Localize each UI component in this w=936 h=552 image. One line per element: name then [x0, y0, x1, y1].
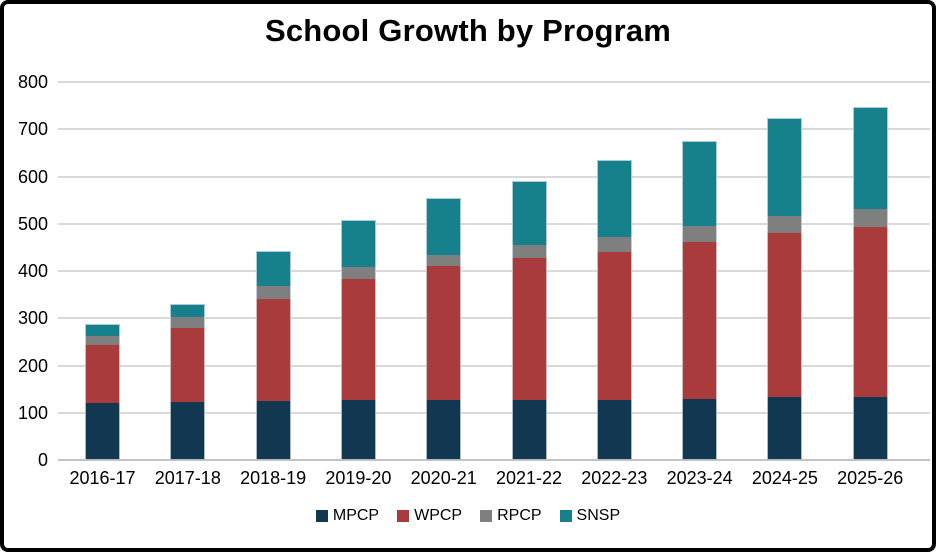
bar-segment-snsp [426, 197, 462, 256]
y-tick-label: 100 [17, 402, 48, 423]
bar-segment-mpcp [596, 400, 632, 460]
y-tick-label: 700 [17, 119, 48, 140]
bar-segment-rpcp [767, 216, 803, 233]
legend-label: RPCP [497, 507, 542, 524]
x-tick-label: 2022-23 [581, 468, 648, 488]
legend-swatch-icon [480, 510, 493, 522]
stacked-bar-2017-18 [170, 304, 206, 460]
legend-label: MPCP [332, 507, 380, 524]
gridline [58, 270, 930, 272]
y-tick-label: 300 [17, 308, 48, 329]
bar-segment-mpcp [340, 400, 376, 460]
stacked-bar-2024-25 [767, 117, 803, 460]
bar-segment-wpcp [682, 242, 718, 400]
gridline [58, 175, 930, 178]
bar-segment-rpcp [511, 245, 547, 258]
bar-segment-wpcp [511, 257, 547, 401]
gridline [58, 364, 930, 367]
bar-segment-snsp [852, 106, 888, 210]
bar-segment-wpcp [85, 345, 120, 404]
chart-title: School Growth by Program [264, 13, 672, 48]
x-tick-label: 2016-17 [69, 468, 136, 488]
bar-segment-mpcp [767, 397, 803, 460]
bar-segment-mpcp [511, 400, 547, 460]
y-tick-label: 200 [17, 355, 48, 376]
gridline [58, 81, 930, 83]
stacked-bar-2020-21 [426, 197, 462, 460]
bar-segment-rpcp [682, 226, 718, 243]
bar-segment-mpcp [852, 397, 888, 460]
legend: MPCP WPCP RPCP SNSP [0, 508, 936, 524]
stacked-bar-2018-19 [255, 250, 291, 460]
x-tick-label: 2018-19 [240, 468, 307, 488]
bar-segment-snsp [682, 140, 718, 227]
bar-segment-rpcp [852, 209, 888, 228]
legend-swatch-icon [559, 510, 572, 522]
x-tick-label: 2017-18 [154, 468, 221, 488]
legend-swatch-icon [315, 510, 328, 522]
y-tick-label: 800 [17, 72, 48, 92]
bar-segment-wpcp [596, 252, 632, 400]
x-axis-baseline [58, 459, 930, 461]
stacked-bar-2025-26 [852, 106, 888, 460]
gridline [58, 317, 930, 320]
bar-segment-wpcp [340, 279, 376, 400]
bar-segment-mpcp [85, 403, 120, 460]
gridline [58, 222, 930, 225]
stacked-bar-2023-24 [682, 140, 718, 460]
x-tick-label: 2021-22 [495, 468, 563, 488]
stacked-bar-2016-17 [85, 323, 120, 460]
bar-segment-snsp [255, 250, 291, 287]
bar-segment-wpcp [426, 266, 462, 400]
plot-area [58, 81, 930, 461]
bar-segment-snsp [170, 304, 206, 318]
bar-segment-wpcp [170, 327, 206, 403]
stacked-bar-2019-20 [340, 220, 376, 460]
bar-segment-snsp [767, 117, 803, 217]
legend-item-mpcp: MPCP [315, 507, 380, 524]
bar-segment-snsp [511, 181, 547, 246]
legend-label: WPCP [414, 507, 463, 524]
stacked-bar-2021-22 [511, 181, 547, 460]
x-tick-label: 2023-24 [666, 468, 733, 488]
gridline [58, 128, 930, 131]
bar-segment-mpcp [170, 402, 206, 460]
y-tick-label: 600 [17, 166, 48, 187]
legend-swatch-icon [397, 510, 410, 522]
bar-segment-rpcp [85, 336, 120, 346]
bar-segment-mpcp [682, 399, 718, 460]
legend-item-snsp: SNSP [559, 507, 621, 524]
bar-segment-rpcp [596, 237, 632, 253]
stacked-bar-2022-23 [596, 159, 632, 460]
bar-segment-rpcp [340, 266, 376, 280]
bar-segment-rpcp [255, 286, 291, 300]
legend-item-rpcp: RPCP [480, 507, 542, 524]
bar-segment-wpcp [852, 227, 888, 398]
bar-segment-rpcp [426, 255, 462, 267]
bar-segment-snsp [340, 220, 376, 267]
x-tick-label: 2019-20 [325, 468, 392, 488]
bar-segment-snsp [596, 159, 632, 237]
legend-label: SNSP [576, 507, 621, 524]
bar-segment-wpcp [255, 299, 291, 401]
bar-segment-wpcp [767, 232, 803, 398]
y-tick-label: 400 [17, 261, 48, 281]
bar-segment-rpcp [170, 317, 206, 328]
x-tick-label: 2020-21 [410, 468, 477, 488]
bar-segment-snsp [85, 323, 120, 337]
x-tick-label: 2024-25 [751, 468, 818, 488]
y-tick-label: 0 [37, 450, 48, 470]
legend-item-wpcp: WPCP [397, 508, 462, 524]
bar-segment-mpcp [426, 400, 462, 460]
gridline [58, 411, 930, 414]
bar-segment-mpcp [255, 400, 291, 460]
y-tick-label: 500 [17, 213, 48, 234]
x-tick-label: 2025-26 [837, 468, 904, 488]
